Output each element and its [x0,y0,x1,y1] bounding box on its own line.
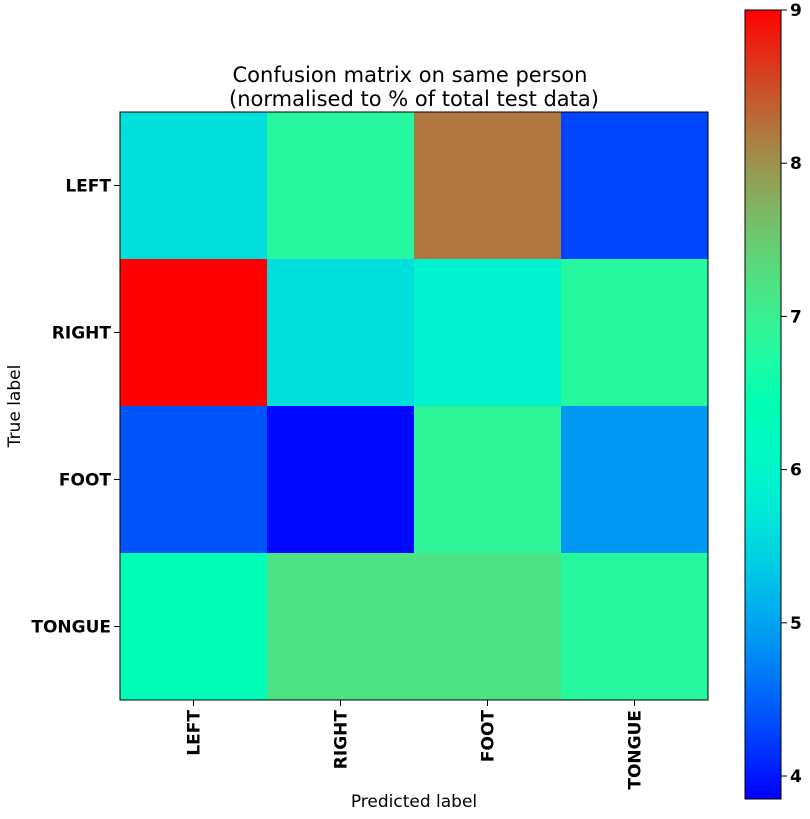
y-axis-label: True label [5,365,25,449]
heatmap-cell-foot-foot [414,406,562,554]
heatmap-cell-tongue-right [267,553,415,701]
x-axis-ticks: LEFT RIGHT FOOT TONGUE [185,700,646,790]
heatmap-cell-foot-tongue [561,406,709,554]
heatmap-cell-tongue-foot [414,553,562,701]
y-tick-label-tongue: TONGUE [31,618,111,638]
heatmap-cell-right-tongue [561,259,709,407]
x-tick-label-foot: FOOT [479,710,499,763]
y-tick-label-right: RIGHT [52,324,112,344]
heatmap-cell-right-right [267,259,415,407]
colorbar-tick-label-6: 6 [790,461,802,481]
colorbar-ticks: 4 5 6 7 8 9 [781,1,802,787]
colorbar-tick-label-5: 5 [790,614,802,634]
chart-title-line-1: Confusion matrix on same person [233,63,588,87]
heatmap-cell-right-left [120,259,268,407]
heatmap-cell-left-tongue [561,112,709,260]
y-axis-ticks: LEFT RIGHT FOOT TONGUE [31,177,120,638]
heatmap-cell-left-foot [414,112,562,260]
heatmap-cell-left-left [120,112,268,260]
colorbar-tick-label-7: 7 [790,307,802,327]
heatmap-cell-left-right [267,112,415,260]
y-tick-label-foot: FOOT [59,471,112,491]
heatmap-cell-foot-right [267,406,415,554]
colorbar-tick-label-8: 8 [790,154,802,174]
heatmap-cell-foot-left [120,406,268,554]
y-tick-label-left: LEFT [65,177,111,197]
colorbar [744,9,782,800]
x-tick-label-right: RIGHT [332,710,352,770]
x-axis-label: Predicted label [351,792,477,812]
heatmap-frame [119,111,709,701]
heatmap-cells [120,112,709,701]
x-tick-label-tongue: TONGUE [626,710,646,790]
heatmap-cell-tongue-left [120,553,268,701]
chart-title-line-2: (normalised to % of total test data) [229,87,599,111]
x-tick-label-left: LEFT [185,710,205,756]
heatmap-cell-tongue-tongue [561,553,709,701]
colorbar-tick-label-4: 4 [790,767,802,787]
colorbar-tick-label-9: 9 [790,1,802,21]
heatmap-cell-right-foot [414,259,562,407]
